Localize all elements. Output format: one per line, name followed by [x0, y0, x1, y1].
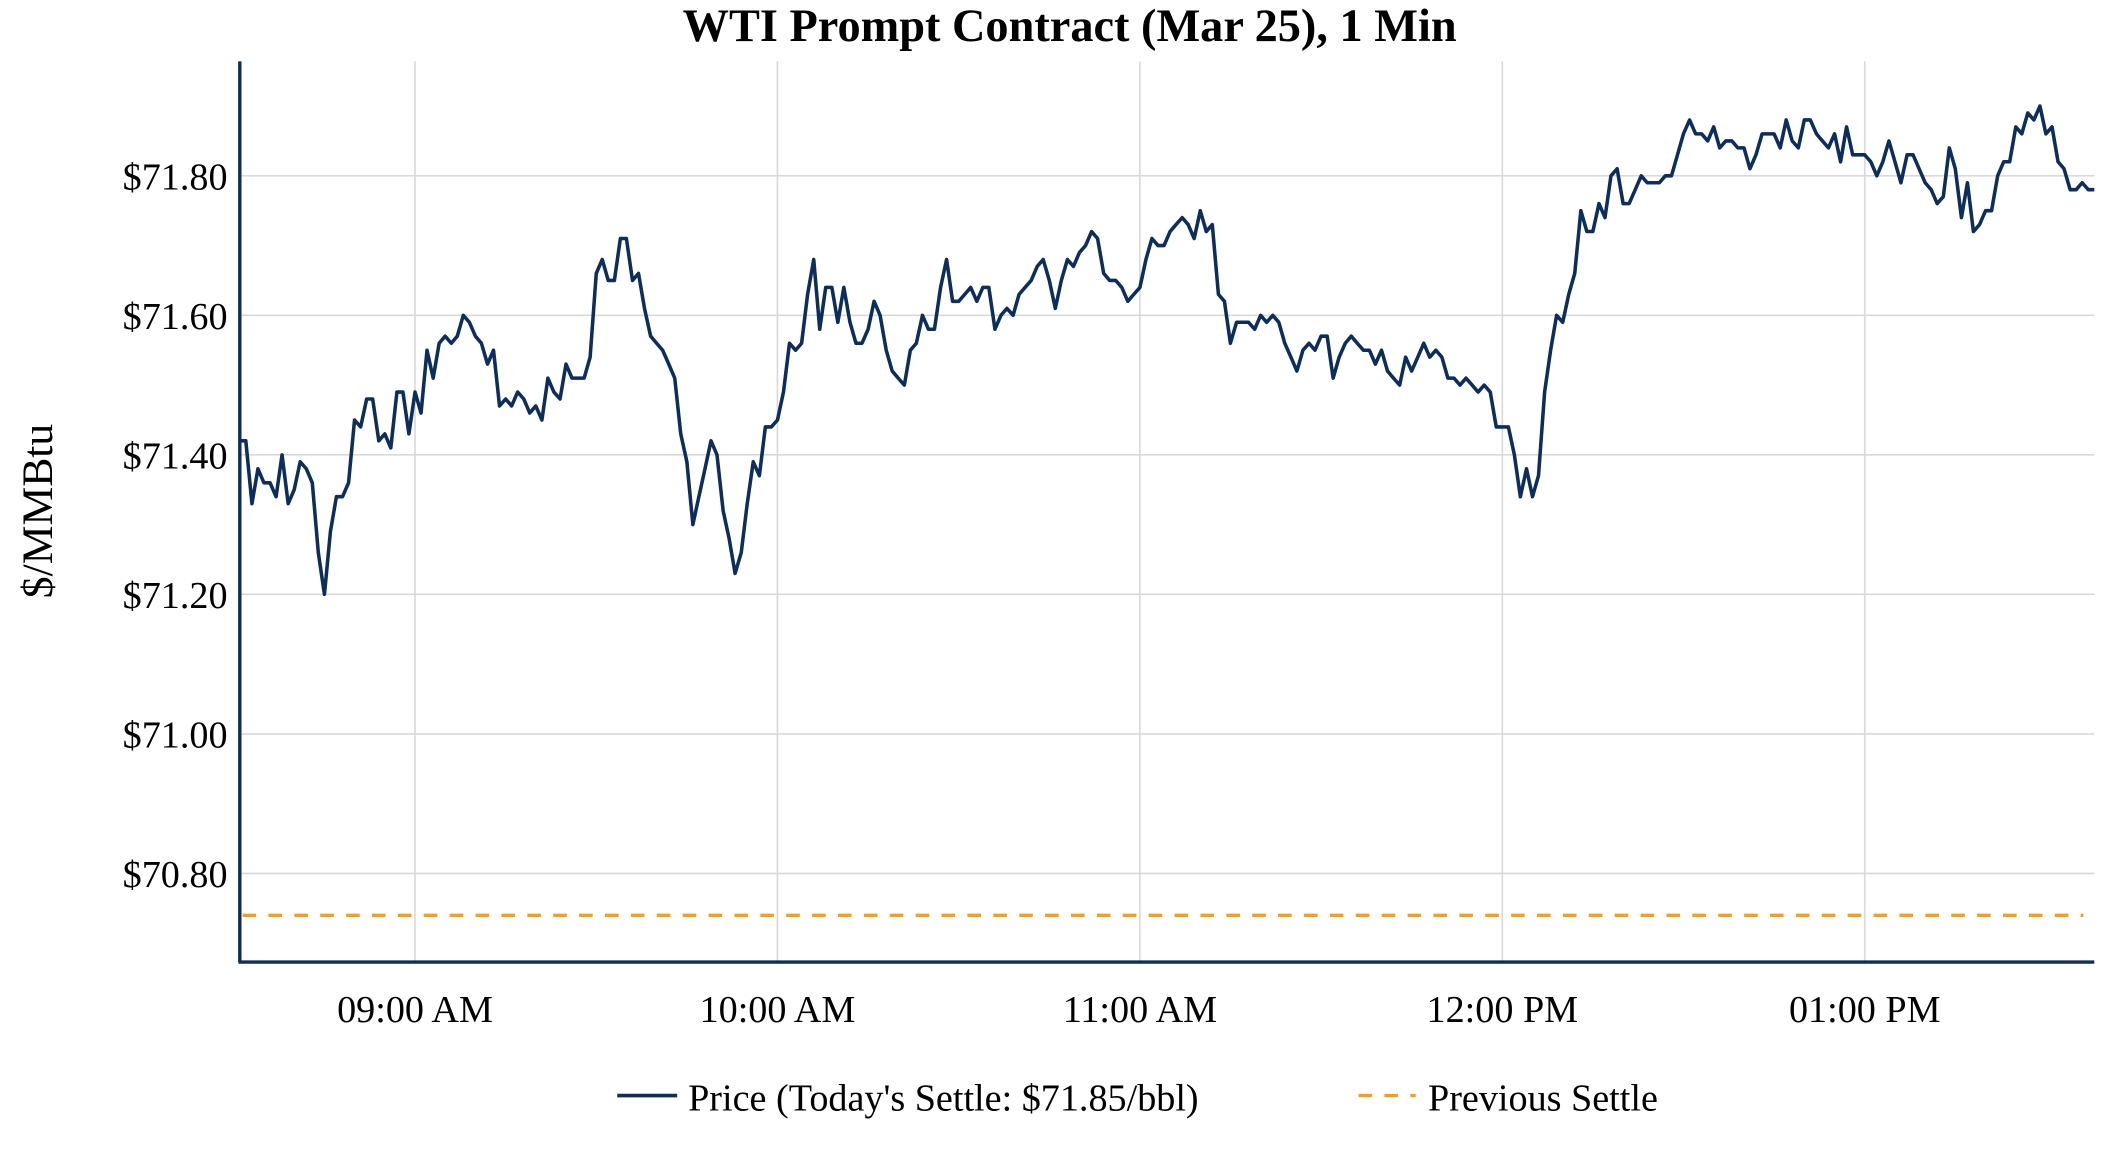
- legend: Price (Today's Settle: $71.85/bbl) Previ…: [617, 1078, 1658, 1120]
- y-tick-label: $71.00: [123, 715, 228, 757]
- y-tick-label: $71.80: [123, 156, 228, 198]
- y-tick-label: $71.20: [123, 575, 228, 617]
- chart-title: WTI Prompt Contract (Mar 25), 1 Min: [683, 1, 1457, 52]
- price-series-line: [239, 104, 2095, 597]
- x-tick-label: 12:00 PM: [1427, 989, 1579, 1031]
- x-tick-label: 10:00 AM: [700, 989, 856, 1031]
- y-tick-label: $71.40: [123, 435, 228, 477]
- y-tick-label: $70.80: [123, 854, 228, 896]
- y-tick-label: $71.60: [123, 296, 228, 338]
- x-axis-ticks: 09:00 AM 10:00 AM 11:00 AM 12:00 PM 01:00 PM: [337, 989, 1940, 1031]
- legend-previous-settle-label: Previous Settle: [1428, 1078, 1658, 1120]
- x-tick-label: 01:00 PM: [1789, 989, 1941, 1031]
- gridlines: [239, 61, 2095, 963]
- legend-price-label: Price (Today's Settle: $71.85/bbl): [688, 1078, 1199, 1120]
- x-tick-label: 09:00 AM: [337, 989, 493, 1031]
- y-axis-ticks: $70.80 $71.00 $71.20 $71.40 $71.60 $71.80: [123, 156, 228, 896]
- y-axis-label: $/MMBtu: [14, 424, 62, 599]
- x-tick-label: 11:00 AM: [1063, 989, 1217, 1031]
